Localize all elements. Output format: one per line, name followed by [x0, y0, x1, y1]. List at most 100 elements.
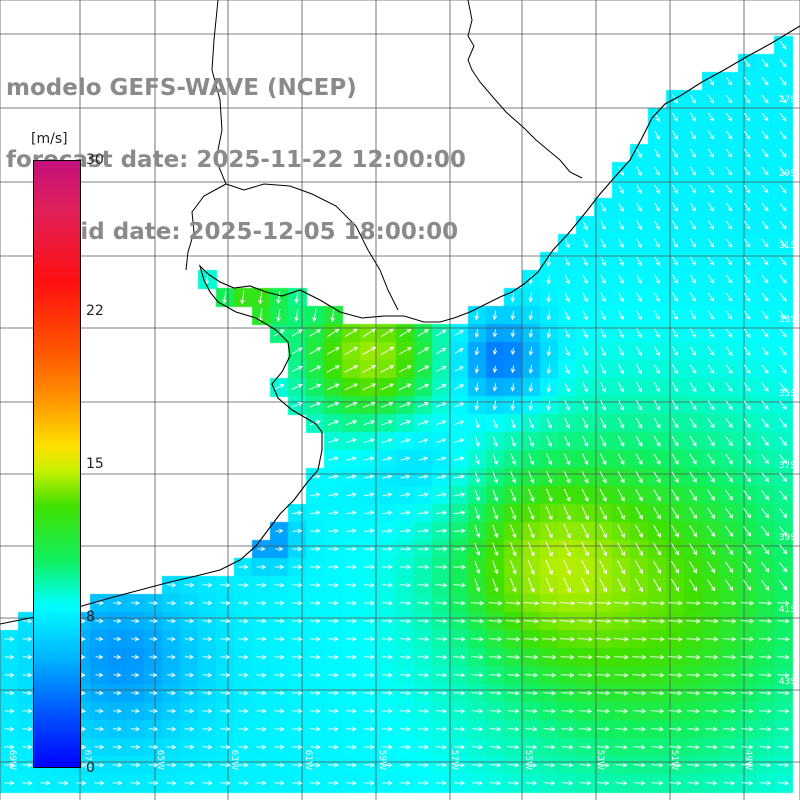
wind-arrow [546, 453, 553, 466]
wind-arrow [327, 383, 340, 391]
latitude-tick-label: 31S [779, 241, 796, 251]
wind-arrow [328, 672, 339, 678]
wind-arrow [22, 654, 33, 660]
wind-arrow [400, 510, 411, 516]
wind-arrow [40, 780, 51, 786]
wind-arrow [618, 184, 624, 195]
wind-arrow [779, 239, 787, 248]
wind-arrow [707, 382, 715, 393]
wind-arrow [649, 600, 666, 606]
wind-arrow [761, 436, 769, 447]
wind-arrow [632, 690, 647, 696]
wind-arrow [636, 328, 642, 339]
wind-arrow [761, 490, 770, 501]
wind-arrow [362, 328, 376, 338]
wind-arrow [113, 636, 122, 642]
wind-arrow [345, 438, 357, 443]
wind-arrow [689, 489, 697, 501]
wind-arrow [704, 672, 719, 678]
wind-arrow [382, 456, 393, 461]
wind-arrow [492, 435, 498, 447]
wind-arrow [113, 618, 122, 624]
wind-arrow [95, 708, 104, 714]
wind-arrow [725, 94, 733, 104]
wind-arrow [707, 310, 715, 320]
wind-arrow [166, 690, 176, 696]
wind-arrow [202, 636, 213, 642]
wind-arrow [22, 762, 33, 768]
wind-arrow [707, 525, 716, 538]
wind-arrow [635, 417, 643, 429]
wind-arrow [595, 636, 611, 642]
wind-arrow [166, 744, 177, 750]
wind-arrow [560, 690, 575, 696]
wind-arrow [600, 417, 607, 429]
wind-arrow [527, 541, 535, 557]
wind-arrow [543, 762, 556, 768]
wind-arrow [708, 148, 715, 158]
wind-arrow [400, 474, 411, 480]
wind-arrow [708, 220, 715, 230]
wind-arrow [686, 708, 701, 714]
wind-arrow [725, 328, 733, 338]
wind-arrow [617, 453, 625, 466]
wind-arrow [256, 564, 267, 570]
wind-arrow [291, 347, 303, 355]
wind-arrow [689, 471, 697, 483]
wind-arrow [758, 618, 773, 624]
wind-arrow [578, 708, 593, 714]
wind-arrow [779, 490, 788, 501]
wind-arrow [4, 726, 15, 732]
wind-arrow [759, 780, 772, 786]
wind-arrow [362, 346, 377, 356]
wind-arrow [238, 780, 249, 786]
wind-arrow [779, 257, 787, 266]
wind-arrow [636, 292, 642, 303]
wind-arrow [435, 528, 448, 534]
wind-arrow [381, 636, 393, 642]
wind-arrow [636, 220, 642, 231]
wind-arrow [615, 762, 628, 768]
wind-arrow [417, 636, 430, 642]
wind-arrow [292, 744, 303, 750]
colorbar-tick-30: 30 [86, 152, 104, 168]
wind-arrow [76, 780, 87, 786]
wind-arrow [546, 346, 552, 357]
wind-arrow [614, 708, 629, 714]
wind-arrow [543, 780, 556, 786]
wind-arrow [599, 578, 607, 593]
wind-arrow [600, 310, 606, 321]
wind-arrow [582, 364, 588, 375]
wind-arrow [148, 780, 159, 786]
wind-arrow [454, 366, 464, 372]
wind-arrow [488, 618, 503, 624]
wind-arrow [453, 708, 466, 714]
wind-arrow [579, 762, 592, 768]
wind-arrow [489, 672, 502, 678]
wind-arrow [292, 510, 303, 516]
wind-arrow [148, 744, 159, 750]
wind-arrow [184, 582, 195, 588]
wind-arrow [761, 238, 769, 248]
wind-arrow [578, 690, 593, 696]
wind-arrow [202, 654, 213, 660]
wind-arrow [202, 708, 213, 714]
wind-arrow [435, 636, 448, 642]
wind-arrow [380, 383, 395, 391]
wind-arrow [617, 471, 625, 484]
wind-arrow [708, 238, 715, 248]
wind-arrow [759, 744, 772, 750]
wind-arrow [617, 488, 625, 502]
wind-arrow [292, 780, 303, 786]
wind-arrow [689, 435, 697, 447]
wind-arrow [506, 654, 521, 660]
wind-arrow [618, 220, 624, 231]
wind-arrow [560, 708, 574, 714]
wind-arrow [653, 435, 661, 447]
wind-arrow [742, 579, 752, 591]
wind-arrow [400, 780, 411, 786]
wind-arrow [617, 560, 625, 575]
wind-arrow [22, 690, 33, 696]
wind-arrow [690, 256, 697, 266]
wind-arrow [382, 438, 393, 443]
